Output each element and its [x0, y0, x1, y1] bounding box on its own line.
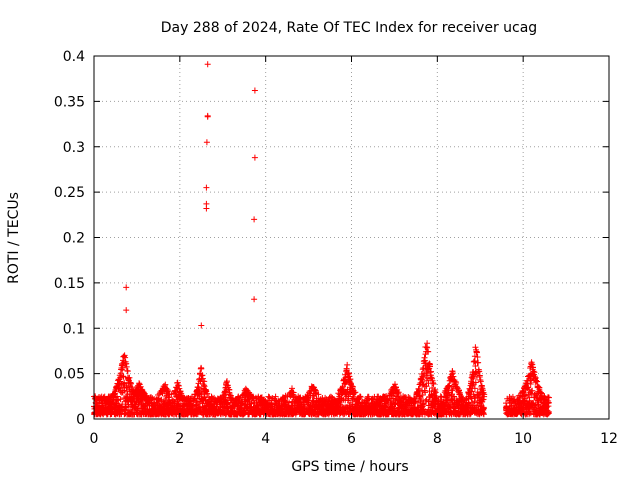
- data-point: [199, 375, 206, 382]
- x-tick-label: 8: [433, 431, 442, 447]
- data-point: [474, 354, 481, 360]
- data-point: [123, 385, 130, 391]
- y-tick-label: 0.3: [63, 140, 85, 156]
- data-point: [424, 370, 431, 377]
- data-point: [432, 389, 439, 396]
- data-point: [121, 353, 127, 360]
- outlier-point: [251, 296, 258, 303]
- x-tick-label: 4: [261, 431, 270, 447]
- data-points: [91, 61, 552, 418]
- data-point: [426, 388, 433, 395]
- data-point: [357, 394, 364, 400]
- outlier-point: [123, 307, 130, 314]
- data-point: [426, 361, 433, 368]
- data-point: [123, 363, 130, 370]
- data-point: [347, 376, 354, 383]
- chart-title: Day 288 of 2024, Rate Of TEC Index for r…: [161, 20, 537, 36]
- data-point: [472, 344, 479, 351]
- data-point: [416, 387, 423, 394]
- y-tick-label: 0.1: [63, 321, 85, 337]
- data-point: [395, 389, 402, 396]
- data-point: [425, 348, 432, 355]
- data-point: [419, 373, 426, 380]
- y-tick-label: 0.15: [54, 276, 85, 292]
- data-point: [430, 381, 437, 387]
- data-point: [162, 381, 169, 388]
- data-point: [119, 364, 126, 371]
- x-tick-label: 12: [600, 431, 618, 447]
- outlier-point: [204, 61, 211, 68]
- data-point: [128, 380, 134, 387]
- data-point: [352, 389, 359, 396]
- outlier-point: [203, 139, 210, 146]
- y-axis-label: ROTI / TECUs: [6, 192, 22, 284]
- outlier-point: [251, 87, 258, 94]
- data-point: [124, 368, 131, 375]
- data-point: [346, 402, 353, 409]
- data-point: [224, 378, 230, 385]
- x-axis-label: GPS time / hours: [291, 459, 408, 475]
- x-tick-label: 2: [175, 431, 184, 447]
- y-tick-label: 0.35: [54, 94, 85, 110]
- data-point: [204, 390, 211, 397]
- y-tick-label: 0.2: [63, 231, 85, 247]
- data-point: [430, 379, 436, 386]
- data-point: [422, 389, 429, 396]
- outlier-point: [251, 154, 258, 161]
- data-point: [432, 395, 439, 402]
- data-point: [418, 397, 425, 404]
- data-point: [250, 393, 257, 400]
- data-point: [421, 402, 427, 408]
- grid-layer: [94, 56, 609, 419]
- y-tick-label: 0: [76, 412, 85, 428]
- data-point: [392, 381, 398, 388]
- outlier-point: [198, 322, 205, 329]
- data-point: [120, 373, 127, 380]
- data-point: [122, 404, 129, 411]
- outlier-point: [123, 284, 130, 291]
- x-tick-label: 10: [514, 431, 532, 447]
- data-point: [347, 390, 354, 397]
- data-point: [419, 378, 426, 385]
- x-tick-label: 6: [347, 431, 356, 447]
- data-point: [198, 365, 205, 372]
- y-tick-label: 0.25: [54, 185, 85, 201]
- y-tick-label: 0.05: [54, 367, 85, 383]
- outlier-point: [251, 216, 258, 223]
- data-point: [272, 393, 279, 400]
- y-tick-label: 0.4: [63, 49, 85, 65]
- x-tick-label: 0: [90, 431, 99, 447]
- data-point: [477, 378, 484, 385]
- data-point: [424, 344, 431, 351]
- data-point: [419, 401, 426, 408]
- data-point: [315, 391, 322, 398]
- data-point: [382, 403, 388, 409]
- outlier-point: [203, 184, 210, 191]
- data-point: [203, 387, 210, 394]
- data-point: [393, 384, 399, 391]
- data-point: [119, 401, 126, 408]
- outlier-point: [203, 205, 210, 212]
- data-point: [476, 374, 483, 380]
- data-point: [357, 393, 364, 400]
- data-point: [117, 396, 124, 403]
- outlier-point: [204, 113, 211, 120]
- data-point: [420, 374, 427, 381]
- data-point: [344, 361, 351, 368]
- data-point: [428, 374, 435, 381]
- data-point: [165, 388, 171, 395]
